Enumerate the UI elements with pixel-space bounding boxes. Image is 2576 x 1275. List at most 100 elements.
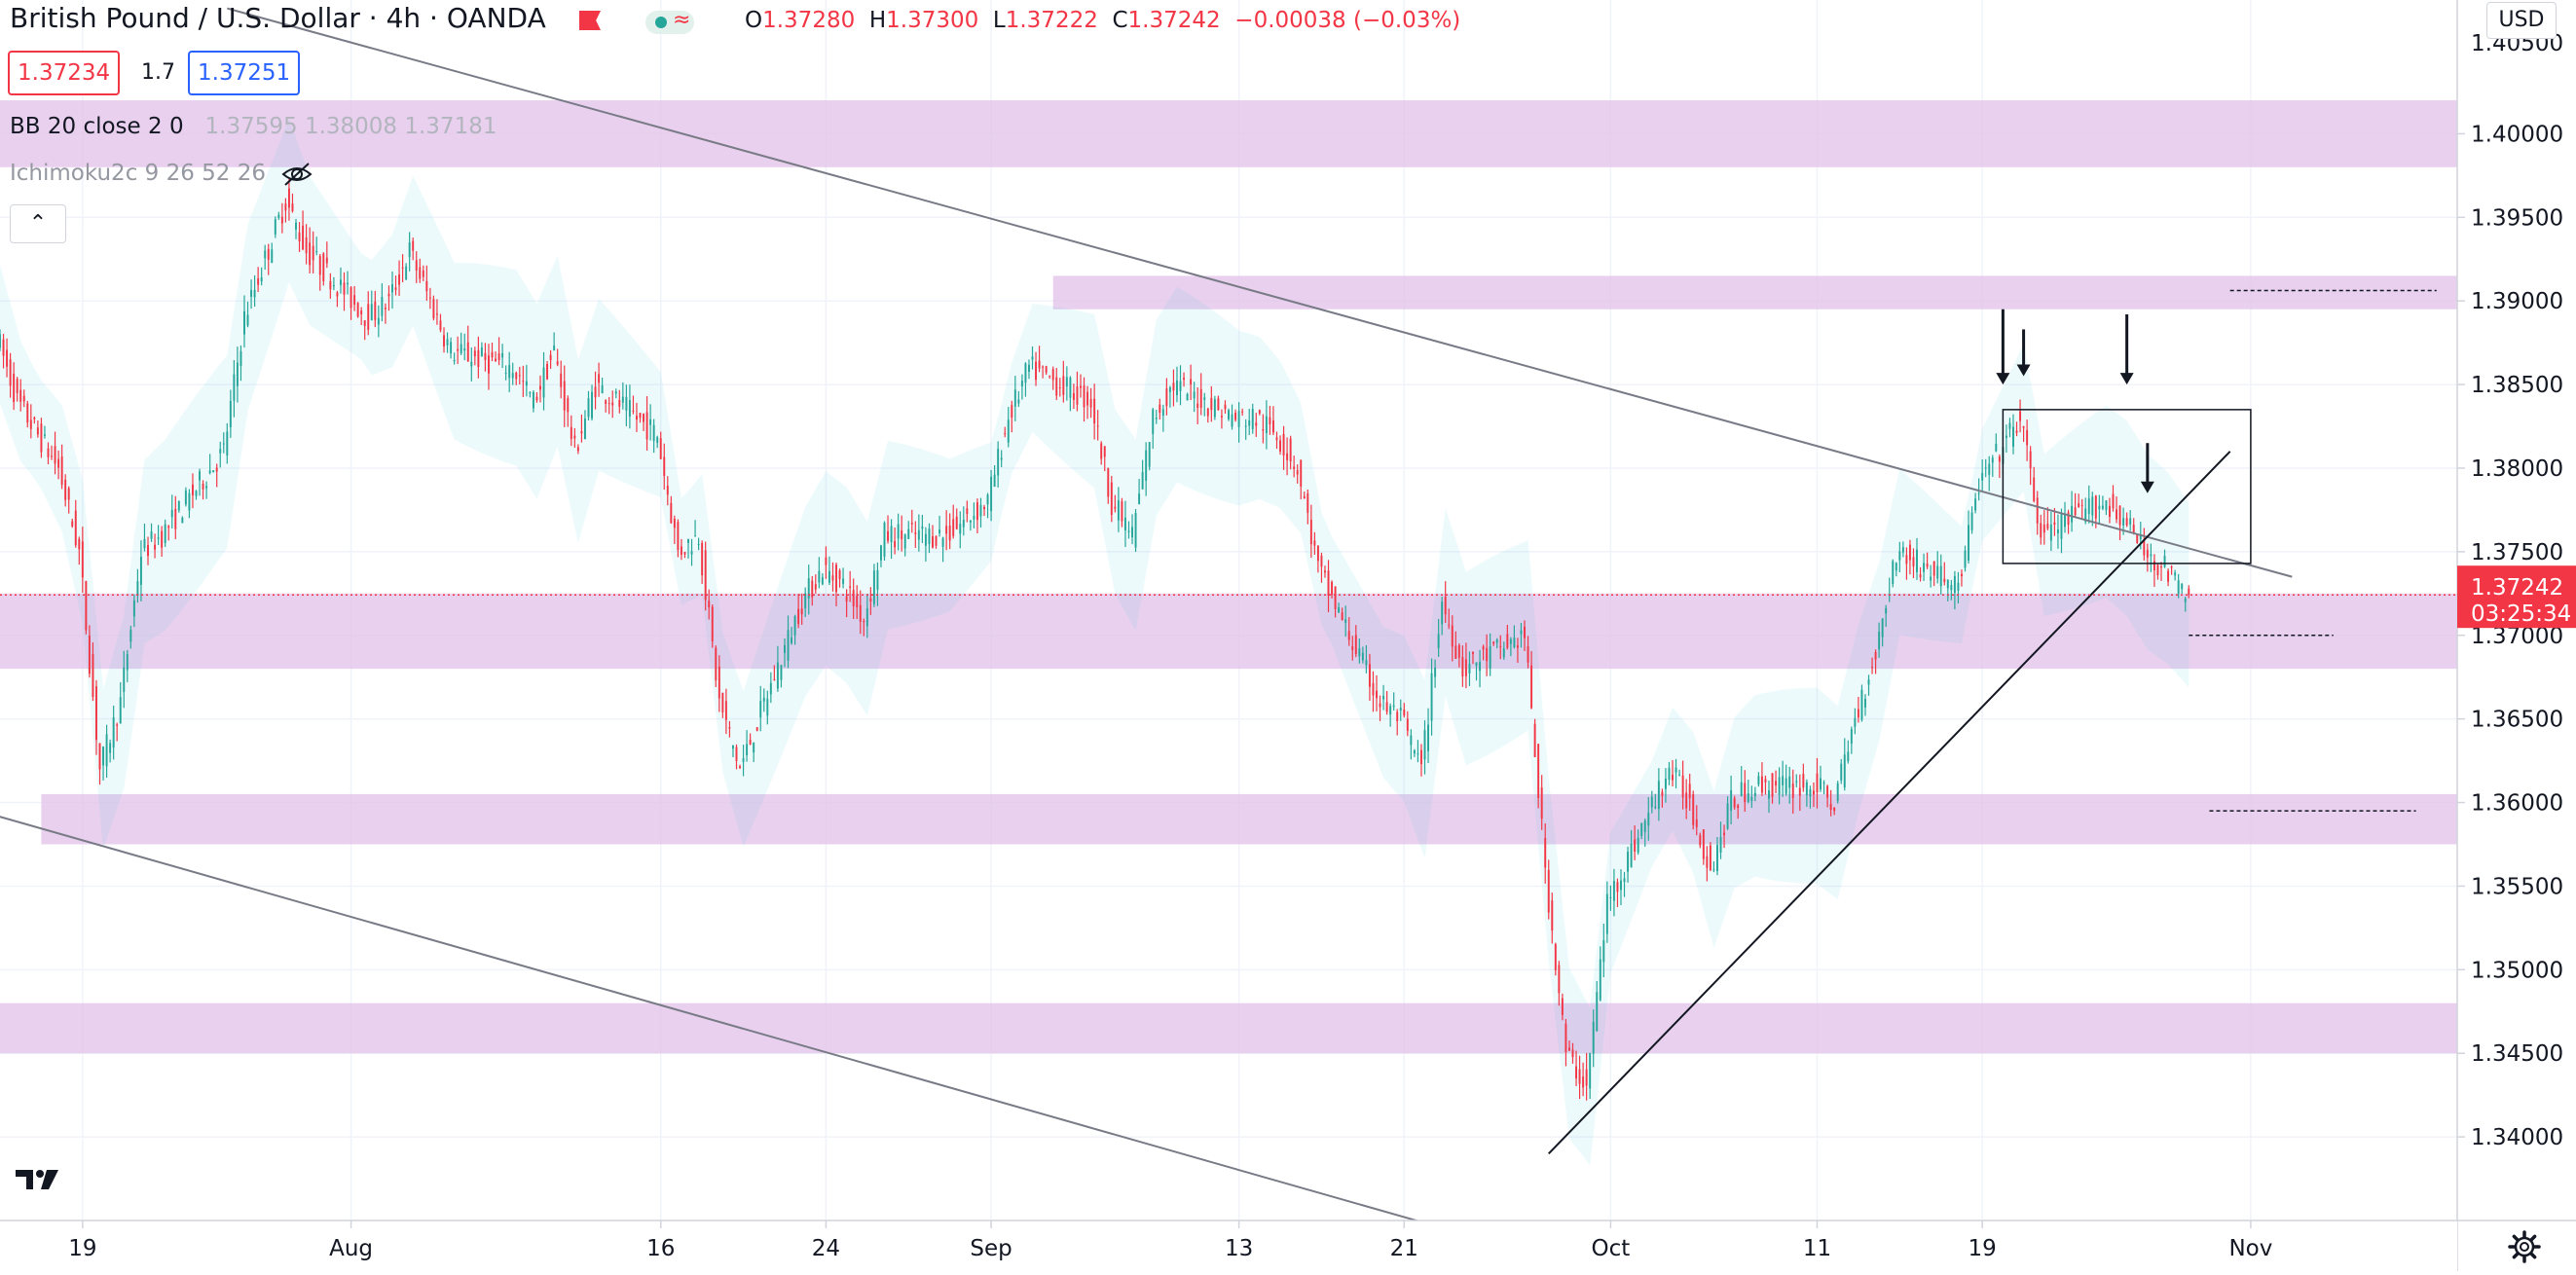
candle-body: [1592, 1021, 1595, 1054]
candle-body: [697, 543, 700, 545]
candle-body: [694, 535, 697, 537]
candle-body: [95, 686, 97, 741]
candle-body: [1361, 652, 1364, 661]
down-arrow-icon[interactable]: [2119, 373, 2134, 385]
candle-body: [170, 509, 173, 518]
candle-body: [443, 335, 445, 346]
candle-body: [1123, 517, 1126, 530]
candle-body: [673, 518, 676, 528]
candle-body: [1771, 773, 1774, 797]
candle-body: [1430, 673, 1433, 721]
candle-body: [762, 697, 765, 702]
candle-body: [1031, 356, 1034, 360]
symbol-title[interactable]: British Pound / U.S. Dollar · 4h · OANDA: [10, 2, 546, 34]
candle-body: [1836, 783, 1839, 801]
candle-body: [284, 203, 287, 211]
gear-icon[interactable]: [2508, 1230, 2541, 1263]
candle-body: [116, 724, 119, 726]
flag-icon[interactable]: [579, 11, 601, 30]
collapse-legend-button[interactable]: ⌃: [10, 204, 66, 243]
candle-body: [202, 483, 204, 490]
high-label: H: [868, 8, 887, 33]
candle-body: [1816, 773, 1819, 792]
trendline[interactable]: [227, 7, 2293, 578]
range-rectangle[interactable]: [2002, 409, 2252, 565]
candle-body: [1750, 796, 1753, 801]
trendline[interactable]: [1548, 451, 2231, 1154]
candle-body: [993, 474, 996, 488]
candle-body: [1076, 386, 1079, 405]
candle-body: [1826, 785, 1829, 798]
candle-body: [435, 313, 438, 315]
candle-body: [1492, 641, 1495, 644]
down-arrow-icon[interactable]: [1996, 373, 2010, 385]
candle-body: [1255, 422, 1258, 426]
buy-price-button[interactable]: 1.37251: [188, 51, 301, 95]
candle-body: [938, 529, 941, 533]
candle-body: [1347, 631, 1350, 640]
bb-indicator-legend[interactable]: BB 20 close 2 0 1.37595 1.38008 1.37181: [10, 114, 497, 139]
down-arrow-icon[interactable]: [2140, 481, 2154, 493]
ichimoku-indicator-legend[interactable]: Ichimoku2c 9 26 52 26: [10, 161, 267, 186]
candle-body: [1392, 705, 1395, 708]
candle-body: [914, 532, 917, 534]
candle-body: [432, 299, 435, 319]
market-status-badge[interactable]: ≈: [645, 8, 694, 34]
eye-off-icon[interactable]: [280, 161, 313, 188]
candle-body: [1168, 386, 1171, 392]
candle-body: [1960, 573, 1963, 577]
support-resistance-zone: [0, 1002, 2457, 1054]
sell-price-button[interactable]: 1.37234: [8, 51, 121, 95]
candle-body: [628, 400, 631, 418]
candle-body: [1995, 443, 1998, 452]
candle-body: [0, 334, 1, 348]
time-axis[interactable]: [0, 1220, 2457, 1271]
candle-body: [1107, 468, 1110, 497]
candle-body: [1303, 495, 1306, 499]
candle-body: [2125, 518, 2128, 526]
down-arrow-icon[interactable]: [2016, 364, 2031, 377]
candle-body: [1045, 366, 1048, 373]
candle-body: [518, 375, 521, 377]
candle-body: [1571, 1049, 1574, 1058]
candle-body: [1919, 574, 1922, 578]
candle-body: [260, 276, 263, 282]
candle-body: [47, 448, 50, 457]
candle-body: [811, 580, 814, 598]
candle-body: [1668, 767, 1671, 781]
trendline[interactable]: [0, 811, 1446, 1230]
candle-body: [157, 537, 160, 539]
candle-body: [74, 510, 77, 546]
currency-selector[interactable]: USD: [2486, 2, 2557, 39]
candle-body: [1692, 794, 1695, 825]
candle-body: [470, 361, 473, 367]
candle-body: [208, 470, 211, 474]
candle-body: [2150, 554, 2153, 557]
candle-body: [997, 449, 1000, 476]
candle-body: [948, 526, 951, 541]
bar-countdown: 03:25:34: [2471, 601, 2571, 627]
candle-body: [318, 256, 321, 275]
candle-body: [1695, 819, 1698, 827]
candle-body: [749, 739, 752, 746]
candle-body: [2181, 583, 2184, 590]
drawings[interactable]: [0, 7, 2457, 1230]
price-axis[interactable]: [2457, 0, 2576, 1271]
tradingview-logo-icon[interactable]: [14, 1162, 62, 1195]
candle-body: [1024, 363, 1027, 383]
candle-body: [2015, 430, 2018, 433]
price-tick-label: 1.37500: [2471, 540, 2563, 565]
candle-body: [2084, 508, 2087, 523]
candle-body: [1672, 774, 1674, 781]
candle-body: [570, 426, 572, 439]
candle-body: [2074, 507, 2077, 516]
candle-body: [1042, 366, 1045, 368]
candle-body: [1829, 804, 1832, 811]
candle-body: [1733, 798, 1736, 808]
candle-body: [935, 535, 938, 546]
candle-body: [129, 629, 132, 642]
candle-body: [1080, 385, 1082, 388]
